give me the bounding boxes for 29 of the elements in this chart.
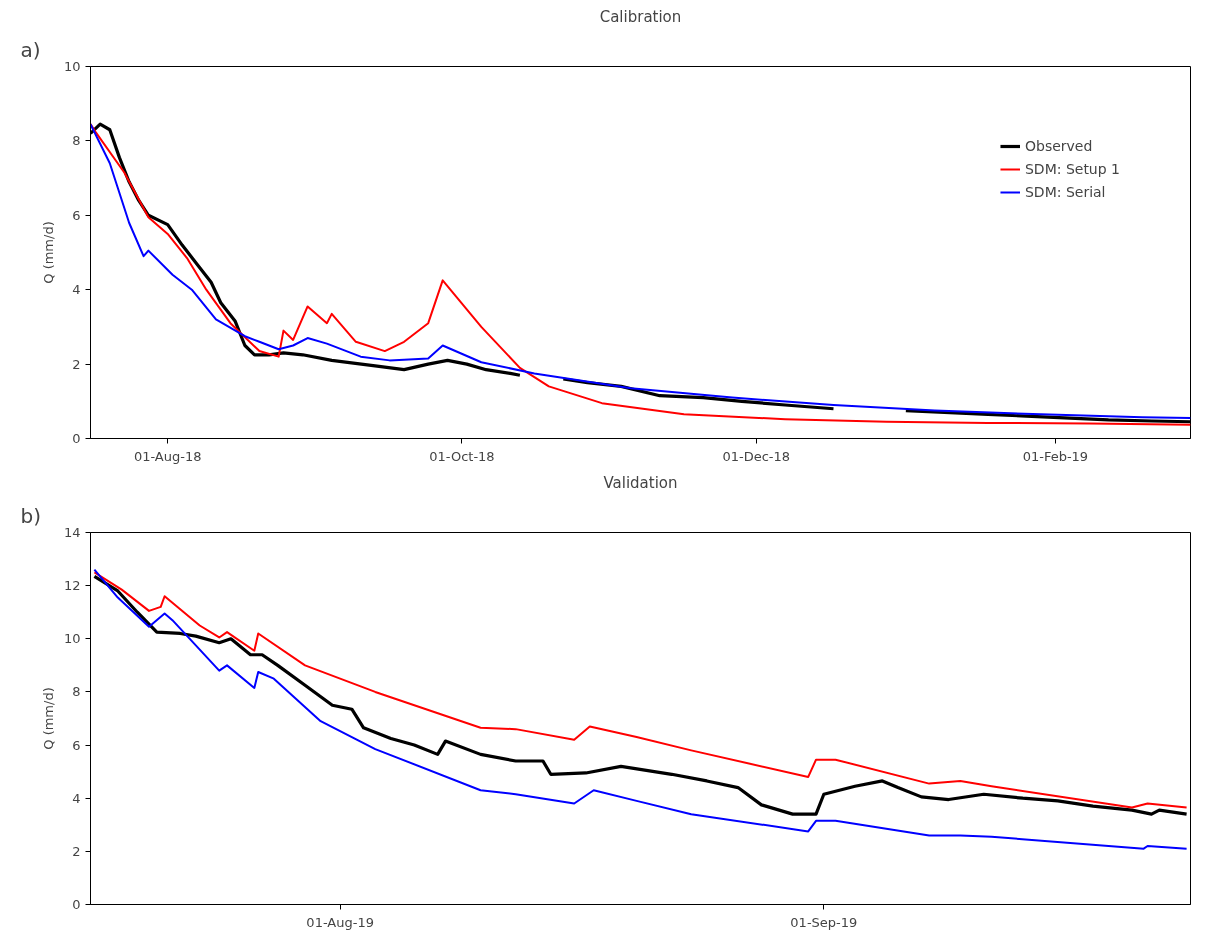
y-axis-title: Q (mm/d) — [40, 221, 56, 284]
y-tick-label: 4 — [72, 282, 81, 298]
x-tick-label: 01-Dec-18 — [722, 448, 791, 464]
y-tick-label: 0 — [72, 431, 81, 446]
chart-title: Calibration — [599, 7, 682, 26]
x-tick-label: 01-Oct-18 — [429, 448, 495, 464]
y-tick-label: 10 — [63, 631, 81, 647]
y-tick-label: 2 — [72, 356, 81, 372]
text: a) — [20, 37, 41, 62]
legend-label: SDM: Setup 1 — [1024, 161, 1120, 177]
x-tick-label: 01-Feb-19 — [1022, 448, 1089, 464]
x-tick-label: 01-Sep-19 — [790, 914, 858, 930]
y-tick-label: 0 — [72, 897, 81, 912]
y-tick-label: 12 — [63, 578, 81, 594]
y-tick-label: 6 — [72, 737, 81, 753]
y-tick-label: 6 — [72, 207, 81, 223]
x-tick-label: 01-Aug-19 — [306, 914, 374, 930]
y-tick-label: 2 — [72, 843, 81, 859]
x-tick-label: 01-Aug-18 — [133, 448, 202, 464]
y-tick-label: 10 — [63, 59, 81, 74]
y-axis-title: Q (mm/d) — [40, 687, 56, 750]
y-tick-label: 4 — [72, 790, 81, 806]
y-tick-label: 8 — [72, 133, 81, 149]
y-tick-label: 14 — [63, 525, 81, 540]
chart-title: Validation — [603, 473, 678, 492]
text: b) — [20, 503, 41, 528]
legend-label: Observed — [1024, 138, 1093, 154]
y-tick-label: 8 — [72, 684, 81, 700]
legend-label: SDM: Serial — [1024, 184, 1106, 200]
